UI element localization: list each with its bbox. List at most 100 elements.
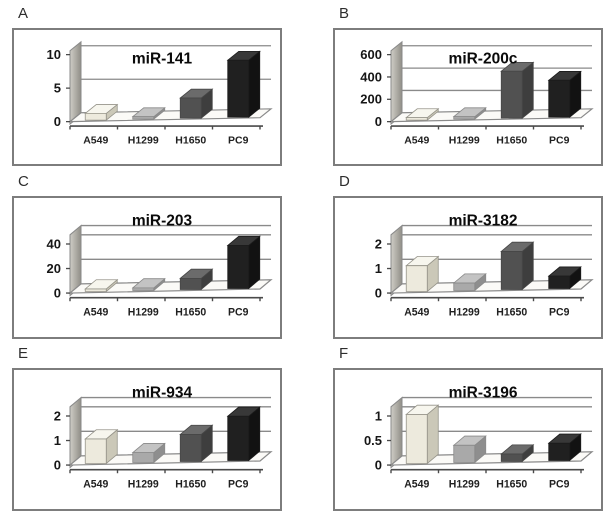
- bar-chart-miR-200c: miR-200c 0 200 400 600 A549 H1299 H1650 PC9: [360, 40, 594, 146]
- chart-box-miR-203: miR-203 0 20 40 A549 H1299 H1650 PC9: [12, 196, 282, 339]
- x-category-label: A549: [404, 478, 429, 490]
- bar-side-H1650: [521, 61, 534, 119]
- bar-H1650: [500, 251, 523, 290]
- chart-title: miR-203: [132, 212, 193, 229]
- x-category-label: H1299: [128, 135, 159, 146]
- y-tick-label: 40: [47, 236, 61, 251]
- x-category-label: A549: [83, 135, 108, 146]
- bar-H1650: [179, 97, 202, 119]
- x-category-label: PC9: [228, 135, 249, 146]
- y-tick-label: 10: [47, 47, 61, 62]
- bar-H1299: [132, 287, 155, 291]
- x-category-label: A549: [404, 135, 429, 146]
- bar-side-PC9: [248, 50, 261, 118]
- bar-H1650: [500, 453, 523, 462]
- x-category-label: H1650: [496, 306, 527, 318]
- chart-title: miR-3196: [449, 384, 518, 401]
- bar-A549: [84, 113, 107, 121]
- chart-title: miR-3182: [449, 212, 518, 229]
- x-category-label: H1299: [449, 306, 480, 318]
- bar-H1299: [132, 116, 155, 120]
- panel-F: F miR-3196 0 0.5 1 A549 H1299 H1650 PC9: [333, 343, 603, 511]
- chart-title: miR-200c: [449, 51, 518, 68]
- y-tick-label: 0: [54, 286, 61, 301]
- bar-H1299: [453, 282, 476, 291]
- y-tick-label: 0: [54, 114, 61, 129]
- chart-box-miR-934: miR-934 0 1 2 A549 H1299 H1650 PC9: [12, 368, 282, 511]
- bar-H1299: [132, 452, 155, 463]
- x-category-label: H1650: [175, 306, 206, 318]
- x-category-label: H1650: [496, 478, 527, 490]
- y-tick-label: 2: [54, 408, 61, 423]
- bar-A549: [405, 117, 428, 121]
- x-category-label: H1650: [175, 135, 206, 146]
- panel-letter-C: C: [18, 173, 29, 190]
- x-category-label: PC9: [228, 306, 249, 318]
- y-tick-label: 400: [360, 69, 382, 84]
- y-tick-label: 1: [375, 261, 382, 276]
- y-tick-label: 1: [375, 408, 382, 423]
- bar-H1299: [453, 116, 476, 120]
- x-category-label: A549: [404, 306, 429, 318]
- chart-floor: [389, 279, 594, 294]
- chart-floor: [68, 108, 273, 123]
- panel-letter-A: A: [18, 5, 29, 22]
- bar-H1299: [453, 444, 476, 463]
- panel-letter-B: B: [339, 5, 350, 22]
- x-category-label: H1650: [496, 135, 527, 146]
- chart-wall: [390, 40, 403, 126]
- bar-PC9: [548, 275, 571, 289]
- bar-H1650: [179, 434, 202, 462]
- x-category-label: PC9: [549, 135, 570, 146]
- chart-floor: [68, 451, 273, 466]
- bar-H1650: [179, 277, 202, 290]
- x-category-label: A549: [83, 478, 108, 490]
- panel-B: B miR-200c 0 200 400 600 A549 H1299 H1650 PC9: [333, 3, 603, 166]
- bar-side-A549: [426, 404, 439, 465]
- bar-chart-miR-3182: miR-3182 0 1 2 A549 H1299 H1650 PC9: [375, 212, 594, 319]
- bar-PC9: [227, 59, 250, 118]
- y-tick-label: 0: [375, 114, 382, 129]
- y-tick-label: 0: [54, 458, 61, 473]
- x-category-label: H1299: [449, 478, 480, 490]
- y-tick-label: 0: [375, 286, 382, 301]
- bar-A549: [84, 438, 107, 464]
- y-tick-label: 5: [54, 81, 61, 96]
- y-tick-label: 600: [360, 47, 382, 62]
- bar-PC9: [227, 415, 250, 461]
- chart-wall: [69, 40, 82, 126]
- chart-floor: [68, 279, 273, 294]
- x-category-label: PC9: [228, 478, 249, 490]
- bar-H1650: [500, 70, 523, 119]
- y-tick-label: 1: [54, 433, 61, 448]
- y-tick-label: 2: [375, 236, 382, 251]
- chart-box-miR-141: miR-141 0 5 10 A549 H1299 H1650 PC9: [12, 28, 282, 166]
- bar-A549: [405, 265, 428, 292]
- x-category-label: PC9: [549, 478, 570, 490]
- bar-PC9: [548, 79, 571, 118]
- chart-title: miR-141: [132, 51, 193, 68]
- chart-box-miR-200c: miR-200c 0 200 400 600 A549 H1299 H1650 PC9: [333, 28, 603, 166]
- chart-box-miR-3196: miR-3196 0 0.5 1 A549 H1299 H1650 PC9: [333, 368, 603, 511]
- panel-E: E miR-934 0 1 2 A549 H1299 H1650 PC9: [12, 343, 282, 511]
- x-category-label: PC9: [549, 306, 570, 318]
- panel-A: A miR-141 0 5 10 A549 H1299 H1650 PC9: [12, 3, 282, 166]
- bar-chart-miR-203: miR-203 0 20 40 A549 H1299 H1650 PC9: [47, 212, 273, 319]
- x-category-label: H1299: [449, 135, 480, 146]
- bar-PC9: [548, 442, 571, 461]
- bar-chart-miR-3196: miR-3196 0 0.5 1 A549 H1299 H1650 PC9: [364, 384, 594, 491]
- panel-D: D miR-3182 0 1 2 A549 H1299 H1650 PC9: [333, 171, 603, 339]
- x-category-label: H1299: [128, 306, 159, 318]
- chart-floor: [389, 108, 594, 123]
- chart-floor: [389, 451, 594, 466]
- panel-letter-E: E: [18, 345, 29, 362]
- bar-chart-miR-141: miR-141 0 5 10 A549 H1299 H1650 PC9: [47, 40, 273, 146]
- y-tick-label: 200: [360, 92, 382, 107]
- panel-C: C miR-203 0 20 40 A549 H1299 H1650 PC9: [12, 171, 282, 339]
- bar-A549: [405, 414, 428, 464]
- chart-title: miR-934: [132, 384, 193, 401]
- y-tick-label: 0.5: [364, 433, 382, 448]
- panel-letter-D: D: [339, 173, 350, 190]
- bar-chart-miR-934: miR-934 0 1 2 A549 H1299 H1650 PC9: [54, 384, 273, 491]
